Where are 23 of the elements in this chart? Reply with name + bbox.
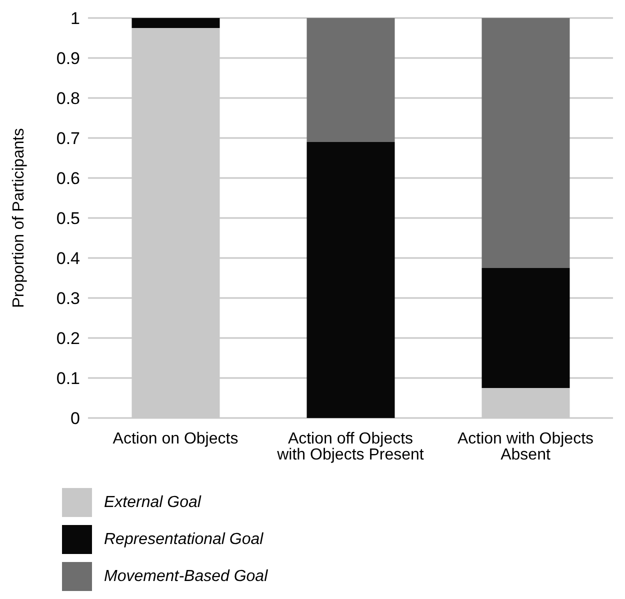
y-axis-title: Proportion of Participants [10,128,28,308]
bar [132,18,220,28]
x-tick-label: Action with Objects Absent [457,430,594,464]
bar [306,142,395,418]
x-tick-label: Action off Objects with Objects Present [276,430,424,464]
legend-label: Movement-Based Goal [104,568,268,586]
bar [482,18,570,268]
y-tick-label: 0.7 [56,129,80,148]
y-tick-label: 0 [70,409,80,428]
bar [306,18,395,142]
y-tick-label: 1 [70,9,80,28]
legend-label: Representational Goal [104,530,264,548]
y-tick-label: 0.2 [56,329,80,348]
y-tick-label: 0.4 [56,249,80,268]
y-tick-label: 0.1 [56,369,80,388]
y-tick-label: 0.9 [56,49,80,68]
bar [482,268,570,388]
legend-label: External Goal [104,494,201,512]
y-tick-label: 0.6 [56,169,80,188]
y-tick-label: 0.5 [56,209,80,228]
y-tick-label: 0.8 [56,89,80,108]
x-tick-label: Action on Objects [112,430,238,448]
y-tick-label: 0.3 [56,289,80,308]
